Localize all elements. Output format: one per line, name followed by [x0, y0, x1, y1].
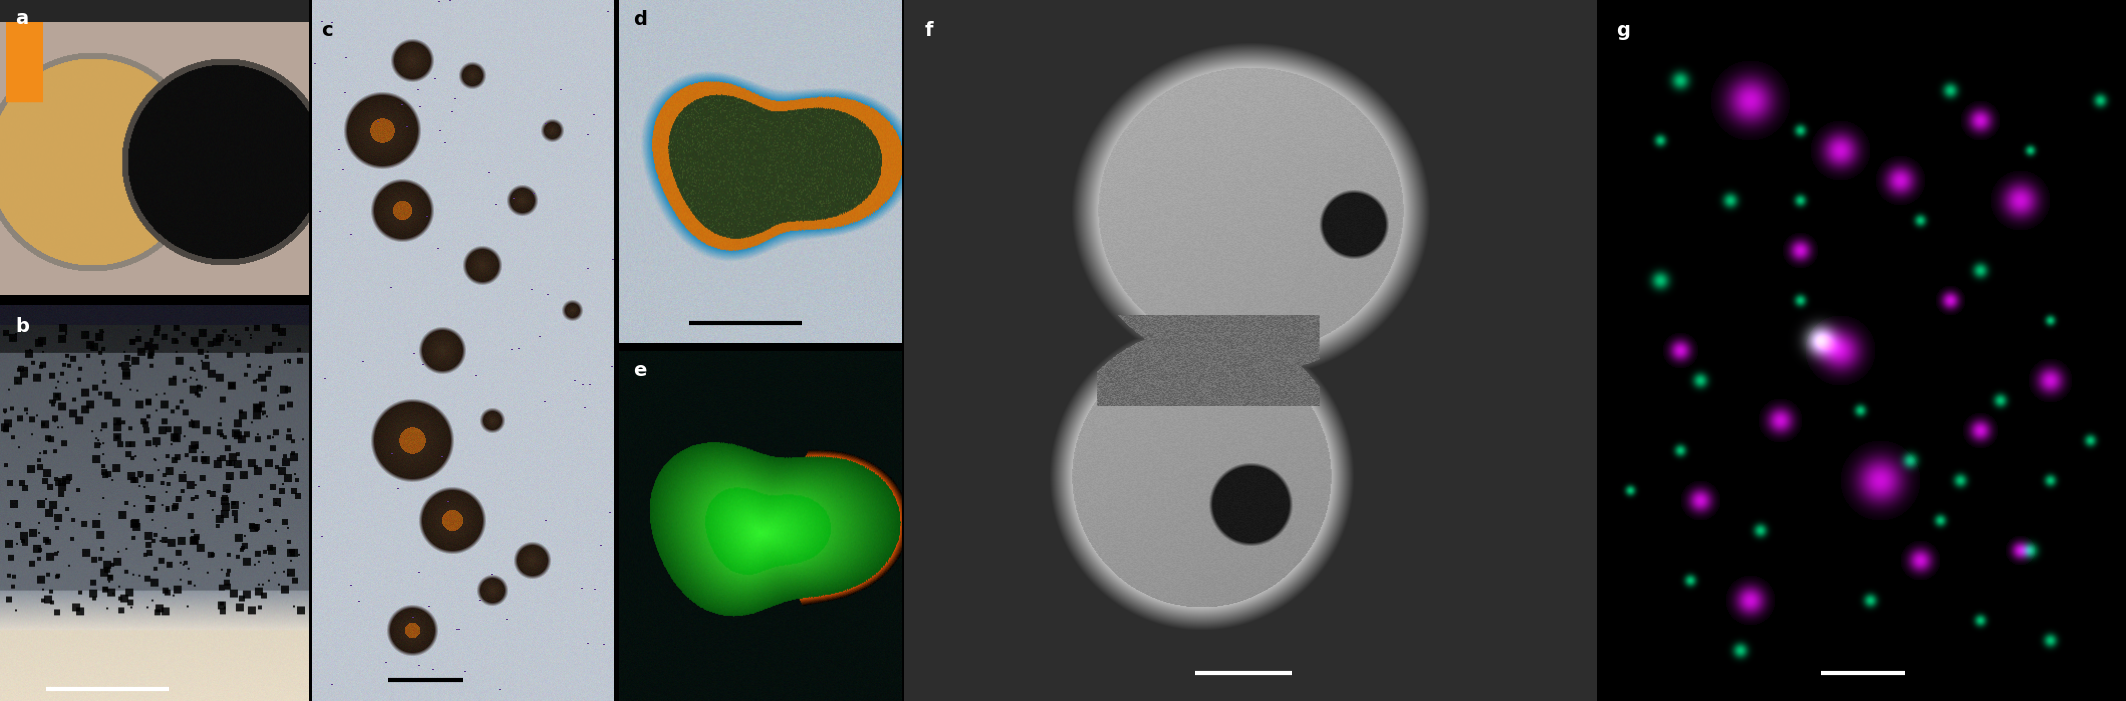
Text: a: a: [15, 9, 28, 28]
Text: d: d: [634, 11, 646, 29]
Text: e: e: [634, 361, 646, 380]
Text: c: c: [321, 21, 334, 40]
Text: g: g: [1616, 21, 1631, 40]
Text: b: b: [15, 317, 30, 336]
Text: f: f: [925, 21, 933, 40]
